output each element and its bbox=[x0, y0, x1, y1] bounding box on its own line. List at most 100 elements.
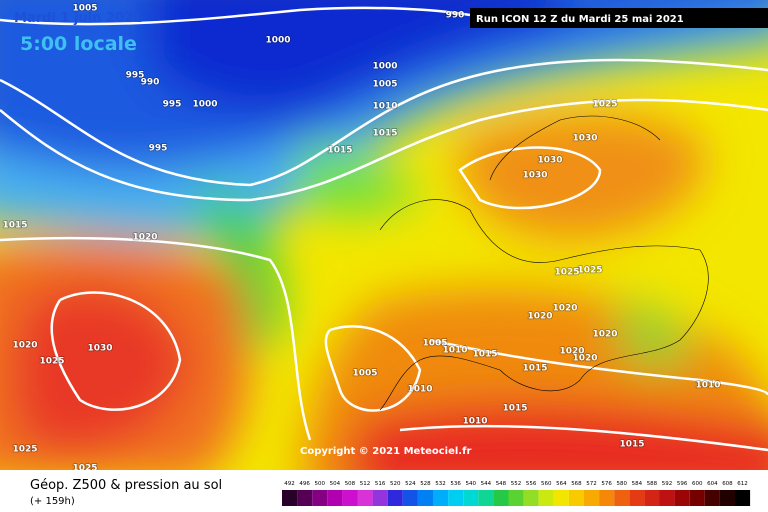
isobar-label: 990 bbox=[446, 11, 465, 21]
isobars bbox=[0, 6, 768, 452]
scale-swatch bbox=[327, 490, 343, 506]
isobar-label: 1010 bbox=[372, 102, 397, 112]
scale-label: 612 bbox=[737, 481, 748, 487]
scale-swatch bbox=[689, 490, 705, 506]
scale-label: 524 bbox=[405, 481, 416, 487]
isobar-label: 1010 bbox=[442, 346, 467, 356]
scale-label: 592 bbox=[662, 481, 673, 487]
scale-swatch bbox=[735, 490, 751, 506]
run-info: Run ICON 12 Z du Mardi 25 mai 2021 bbox=[476, 14, 684, 25]
scale-swatch bbox=[719, 490, 735, 506]
isobar-label: 1015 bbox=[619, 440, 644, 450]
scale-swatch bbox=[553, 490, 569, 506]
scale-swatch bbox=[342, 490, 358, 506]
scale-swatch bbox=[508, 490, 524, 506]
isobar-label: 1020 bbox=[527, 312, 552, 322]
isobar-label: 1005 bbox=[422, 339, 447, 349]
isobar-label: 1015 bbox=[327, 146, 352, 156]
isobar-label: 1020 bbox=[592, 330, 617, 340]
scale-swatch bbox=[523, 490, 539, 506]
scale-label: 500 bbox=[315, 481, 326, 487]
scale-label: 564 bbox=[556, 481, 567, 487]
scale-swatch bbox=[282, 490, 298, 506]
isobar-label: 990 bbox=[141, 78, 160, 88]
scale-label: 560 bbox=[541, 481, 552, 487]
isobar-label: 1025 bbox=[554, 268, 579, 278]
scale-swatch bbox=[599, 490, 615, 506]
scale-swatch bbox=[704, 490, 720, 506]
scale-swatch bbox=[297, 490, 313, 506]
scale-label: 568 bbox=[571, 481, 582, 487]
scale-swatch bbox=[402, 490, 418, 506]
scale-swatch bbox=[538, 490, 554, 506]
scale-swatch bbox=[659, 490, 675, 506]
scale-label: 608 bbox=[722, 481, 733, 487]
isobar-label: 1005 bbox=[372, 80, 397, 90]
scale-label: 596 bbox=[677, 481, 688, 487]
scale-label: 504 bbox=[330, 481, 341, 487]
scale-label: 532 bbox=[435, 481, 446, 487]
isobar-label: 1025 bbox=[577, 266, 602, 276]
scale-swatch bbox=[357, 490, 373, 506]
isobar-label: 1030 bbox=[87, 344, 112, 354]
scale-swatch bbox=[463, 490, 479, 506]
scale-label: 552 bbox=[511, 481, 522, 487]
footer-title: Géop. Z500 & pression au sol bbox=[30, 478, 222, 493]
isobar-label: 1010 bbox=[462, 417, 487, 427]
isobar-label: 1025 bbox=[39, 357, 64, 367]
scale-swatch bbox=[674, 490, 690, 506]
scale-label: 548 bbox=[496, 481, 507, 487]
scale-label: 556 bbox=[526, 481, 537, 487]
footer-subtitle: (+ 159h) bbox=[30, 496, 75, 507]
isobar-label: 1025 bbox=[72, 464, 97, 474]
isobar-label: 1025 bbox=[592, 100, 617, 110]
scale-label: 540 bbox=[466, 481, 477, 487]
isobar-label: 1030 bbox=[522, 171, 547, 181]
scale-swatch bbox=[614, 490, 630, 506]
scale-swatch bbox=[478, 490, 494, 506]
scale-swatch bbox=[629, 490, 645, 506]
isobar-label: 1015 bbox=[472, 350, 497, 360]
scale-swatch bbox=[493, 490, 509, 506]
isobar-label: 1015 bbox=[372, 129, 397, 139]
scale-label: 544 bbox=[481, 481, 492, 487]
scale-label: 496 bbox=[299, 481, 310, 487]
isobar-label: 1030 bbox=[572, 134, 597, 144]
copyright: Copyright © 2021 Meteociel.fr bbox=[300, 446, 471, 457]
isobar-label: 1020 bbox=[572, 354, 597, 364]
scale-label: 516 bbox=[375, 481, 386, 487]
isobar-label: 1025 bbox=[12, 445, 37, 455]
isobar-label: 1015 bbox=[2, 221, 27, 231]
isobar-label: 1015 bbox=[522, 364, 547, 374]
scale-swatch bbox=[568, 490, 584, 506]
isobar-label: 1020 bbox=[12, 341, 37, 351]
scale-swatch bbox=[433, 490, 449, 506]
scale-label: 508 bbox=[345, 481, 356, 487]
time: 5:00 locale bbox=[20, 33, 137, 55]
scale-swatch bbox=[644, 490, 660, 506]
isobar-label: 995 bbox=[149, 144, 168, 154]
scale-label: 572 bbox=[586, 481, 597, 487]
isobar-label: 1000 bbox=[192, 100, 217, 110]
isobar-label: 1000 bbox=[265, 36, 290, 46]
color-scale: 492 496 500 504 508 512 516 520 524 528 532 536 540 5… bbox=[282, 481, 751, 506]
scale-label: 588 bbox=[647, 481, 658, 487]
scale-label: 520 bbox=[390, 481, 401, 487]
isobar-label: 1000 bbox=[372, 62, 397, 72]
isobar-label: 1015 bbox=[502, 404, 527, 414]
isobar-label: 1005 bbox=[72, 4, 97, 14]
run-box bbox=[470, 8, 768, 28]
isobar-label: 995 bbox=[163, 100, 182, 110]
scale-label: 528 bbox=[420, 481, 431, 487]
scale-swatch bbox=[417, 490, 433, 506]
scale-swatch bbox=[584, 490, 600, 506]
isobar-label: 1020 bbox=[552, 304, 577, 314]
isobar-label: 1020 bbox=[559, 347, 584, 357]
scale-label: 576 bbox=[601, 481, 612, 487]
scale-label: 604 bbox=[707, 481, 718, 487]
scale-label: 536 bbox=[450, 481, 461, 487]
isobar-label: 995 bbox=[126, 71, 145, 81]
